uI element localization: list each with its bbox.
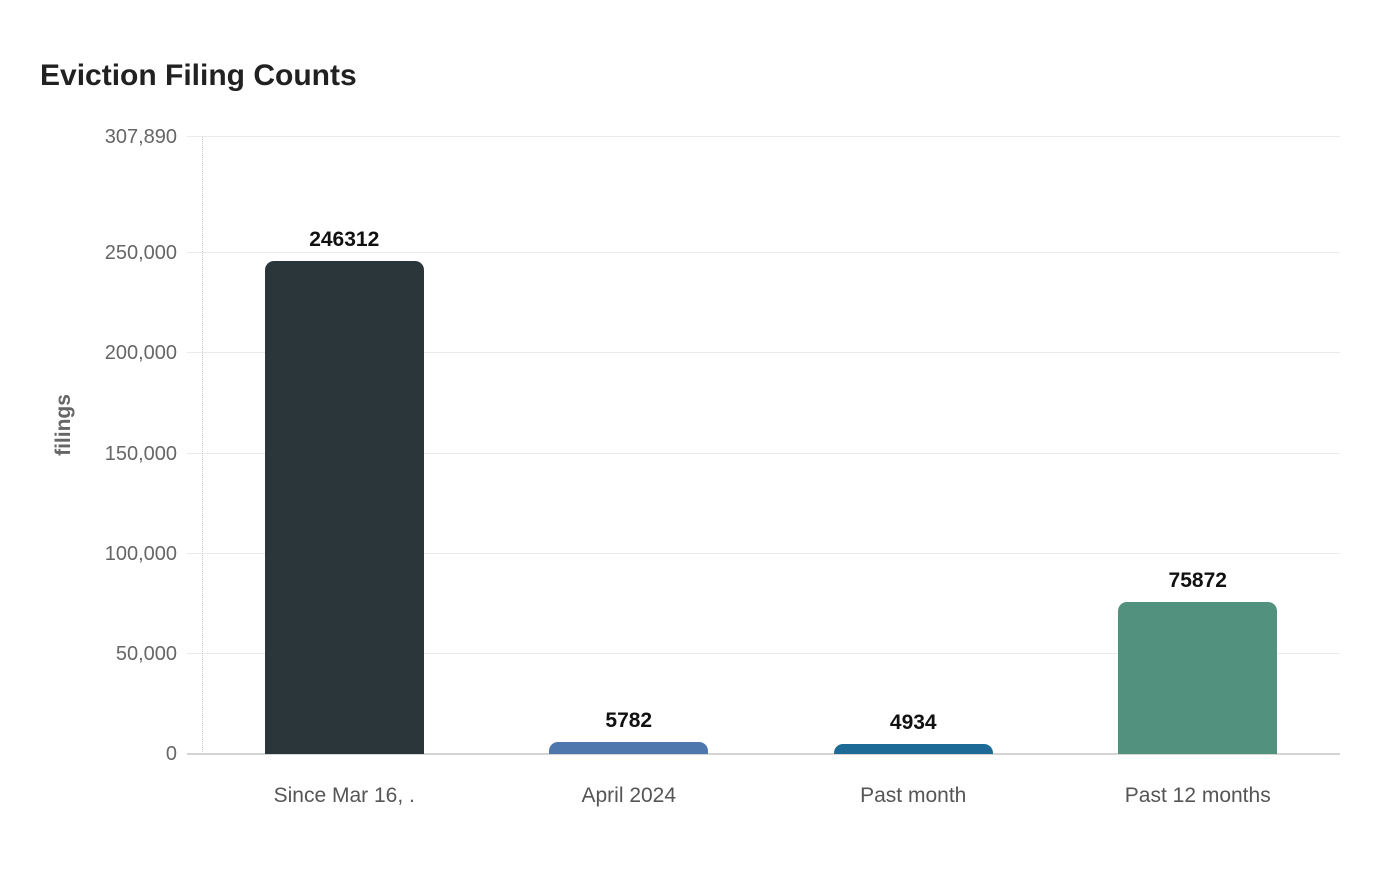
bar-value-label: 246312 <box>309 227 380 251</box>
chart-title: Eviction Filing Counts <box>40 59 357 92</box>
bar <box>549 742 709 754</box>
bar-value-label: 5782 <box>605 709 653 733</box>
y-tick-label: 50,000 <box>115 642 177 665</box>
bar-value-label: 4934 <box>889 711 937 735</box>
bar-value-label: 75872 <box>1168 569 1227 593</box>
bar <box>833 744 993 754</box>
y-axis-line <box>202 137 203 754</box>
y-tick-label: 100,000 <box>104 542 177 565</box>
y-tick-label: 150,000 <box>104 442 177 465</box>
x-category-label: Past month <box>860 784 967 807</box>
y-tick-label: 0 <box>165 743 177 765</box>
gridline <box>187 452 1340 454</box>
gridline <box>187 552 1340 554</box>
x-category-label: Past 12 months <box>1124 784 1271 807</box>
y-tick-label: 250,000 <box>104 242 177 265</box>
x-category-label: April 2024 <box>581 784 677 807</box>
gridline <box>187 352 1340 354</box>
x-axis-baseline <box>187 753 1340 755</box>
bar <box>264 260 424 754</box>
bar <box>1118 602 1278 754</box>
y-tick-label: 307,890 <box>104 126 177 149</box>
gridline <box>187 252 1340 254</box>
gridline <box>187 136 1340 138</box>
x-category-label: Since Mar 16, . <box>273 784 415 807</box>
y-tick-label: 200,000 <box>104 342 177 365</box>
gridline <box>187 652 1340 654</box>
